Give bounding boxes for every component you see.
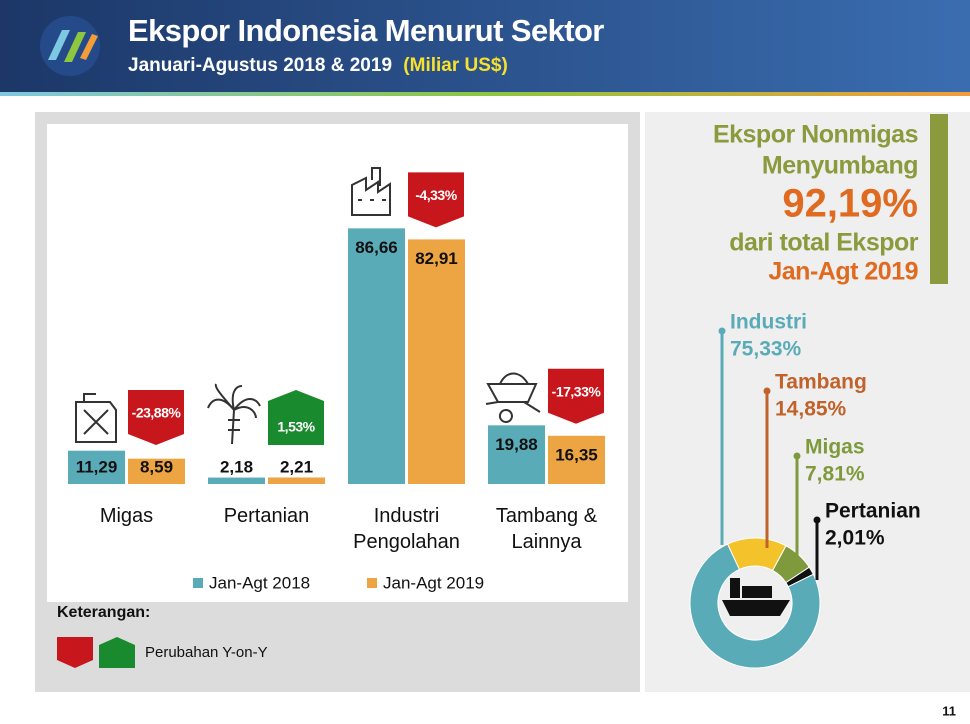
chart-area [47,124,628,602]
header-bar [0,0,970,92]
x-tick-label: Migas [99,505,154,527]
side-line1: Ekspor Nonmigas [713,121,918,149]
logo [40,16,100,76]
donut-category: Industri [730,311,807,334]
side-line3: dari total Ekspor [729,229,919,257]
donut-slice [689,543,821,669]
change-label: -17,33% [552,383,602,399]
bar-value-label: 86,66 [355,238,398,257]
x-tick-label: Pertanian [223,505,310,527]
bar-value-label: 16,35 [555,445,598,464]
change-badge [128,390,184,445]
bar-value-label: 82,91 [415,249,458,268]
bar [548,435,605,484]
bar-value-label: 19,88 [495,435,538,454]
change-label: -4,33% [415,187,457,203]
header-stripe [0,92,970,96]
change-label: -23,88% [132,405,182,421]
legend-label: Jan-Agt 2018 [209,573,310,592]
accent-bar [930,114,948,284]
change-badge [548,368,604,424]
side-text: Ekspor Nonmigas Menyumbang 92,19% dari t… [713,121,919,286]
leader-dot [763,387,771,395]
legend-swatch [367,578,377,588]
ship-icon [722,578,790,616]
bar [208,477,265,484]
change-badge [268,390,324,445]
ship-cabin [730,578,740,598]
title: Ekspor Indonesia Menurut Sektor [128,13,604,48]
donut-category: Tambang [775,371,867,394]
unit: (Miliar US$) [403,55,508,76]
donut-category: Pertanian [825,500,921,523]
page-number: 11 [942,703,956,718]
donut-value: 14,85% [775,398,847,421]
bar-value-label: 8,59 [140,457,173,476]
donut-value: 75,33% [730,338,802,361]
legend-title: Keterangan: [57,604,150,621]
donut-category: Migas [805,436,865,459]
bar [348,228,405,484]
side-share: 92,19% [782,182,918,226]
change-legend: Perubahan Y-on-Y [145,644,268,661]
bar-value-label: 2,18 [220,457,253,476]
bar [408,239,465,484]
legend-swatch [193,578,203,588]
bar [488,425,545,484]
bar-value-label: 2,21 [280,457,313,476]
legend-badge-positive [99,637,135,668]
legend-badge-negative [57,637,93,668]
x-tick-label: Tambang & Lainnya [495,505,598,553]
donut-value: 2,01% [825,527,885,550]
change-badge [408,172,464,228]
ship-cargo [742,586,772,598]
x-tick-label: Industri Pengolahan [353,505,460,553]
subtitle: Januari-Agustus 2018 & 2019 (Miliar US$) [128,55,508,76]
donut-value: 7,81% [805,463,865,486]
legend-label: Jan-Agt 2019 [383,573,484,592]
icons [75,167,541,445]
side-line4: Jan-Agt 2019 [768,258,918,286]
ship-hull [722,600,790,616]
bar-value-label: 11,29 [76,457,118,476]
bar [128,458,185,484]
bar [268,477,325,484]
change-label: 1,53% [277,419,315,435]
leader-dot [793,452,801,460]
leader-dot [718,327,726,335]
leader-dot [813,516,821,524]
bar [68,450,125,484]
subtitle-text: Januari-Agustus 2018 & 2019 [128,55,392,76]
side-line2: Menyumbang [762,152,918,180]
